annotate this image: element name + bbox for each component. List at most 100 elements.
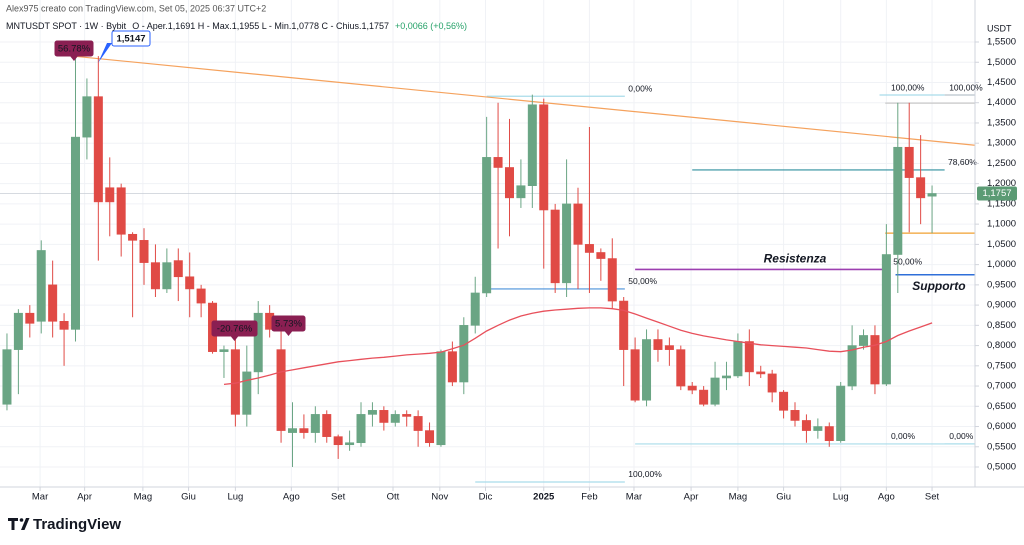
candle-body bbox=[687, 385, 697, 391]
y-tick-label: 0,7500 bbox=[987, 360, 1016, 371]
callout-label: -20.76% bbox=[217, 324, 253, 335]
x-tick-label: Apr bbox=[684, 492, 699, 503]
candle-body bbox=[482, 157, 492, 294]
candle-body bbox=[219, 349, 229, 352]
level-label: 50,00% bbox=[893, 257, 922, 267]
y-tick-label: 1,3000 bbox=[987, 138, 1016, 149]
candle-body bbox=[767, 373, 777, 393]
candle-body bbox=[859, 335, 869, 346]
logo-icon bbox=[8, 518, 30, 530]
x-tick-label: Lug bbox=[833, 492, 849, 503]
x-tick-label: Set bbox=[925, 492, 940, 503]
candle-body bbox=[242, 371, 252, 415]
ohlc: O - Aper.1,1691 H - Max.1,1955 L - Min.1… bbox=[132, 21, 389, 31]
y-tick-label: 0,5000 bbox=[987, 462, 1016, 473]
candle-body bbox=[345, 442, 355, 446]
candle-body bbox=[2, 349, 12, 405]
candle-body bbox=[916, 177, 926, 199]
candle-body bbox=[333, 436, 343, 446]
y-tick-label: 1,3500 bbox=[987, 117, 1016, 128]
y-tick-label: 1,0500 bbox=[987, 239, 1016, 250]
candle-body bbox=[356, 414, 366, 444]
x-tick-label: Ago bbox=[878, 492, 895, 503]
level-label: 0,00% bbox=[628, 84, 653, 94]
candle-body bbox=[893, 146, 903, 255]
candle-body bbox=[379, 410, 389, 423]
candle-body bbox=[642, 339, 652, 401]
candle-body bbox=[447, 351, 457, 383]
y-tick-label: 1,5500 bbox=[987, 37, 1016, 48]
y-tick-label: 1,1000 bbox=[987, 219, 1016, 230]
candle-body bbox=[824, 426, 834, 441]
candle-body bbox=[310, 414, 320, 433]
candle-body bbox=[150, 262, 160, 290]
candle-body bbox=[139, 240, 149, 263]
candle-body bbox=[904, 146, 914, 178]
candle-body bbox=[619, 300, 629, 350]
candle-body bbox=[93, 96, 103, 203]
candle-body bbox=[367, 410, 377, 415]
candle-body bbox=[562, 203, 572, 284]
candle-body bbox=[779, 391, 789, 411]
candle-body bbox=[59, 320, 69, 330]
y-tick-label: 0,6000 bbox=[987, 421, 1016, 432]
candle-body bbox=[676, 349, 686, 387]
candle-body bbox=[162, 262, 172, 290]
candle-body bbox=[813, 426, 823, 431]
x-tick-label: Mar bbox=[626, 492, 642, 503]
candle-body bbox=[25, 312, 35, 324]
candle-body bbox=[390, 414, 400, 423]
last-price-label: 1,1757 bbox=[982, 188, 1011, 199]
candle-body bbox=[790, 410, 800, 421]
x-tick-label: Ott bbox=[387, 492, 400, 503]
y-tick-label: 0,8500 bbox=[987, 320, 1016, 331]
y-tick-label: 0,9500 bbox=[987, 279, 1016, 290]
x-tick-label: Apr bbox=[77, 492, 92, 503]
candle-body bbox=[584, 244, 594, 253]
candle-body bbox=[596, 252, 606, 259]
x-tick-label: Mag bbox=[134, 492, 152, 503]
candle-body bbox=[436, 351, 446, 446]
callout-box bbox=[111, 30, 151, 47]
candle-body bbox=[470, 292, 480, 326]
candle-body bbox=[504, 167, 514, 199]
candle-body bbox=[173, 260, 183, 278]
candle-body bbox=[402, 414, 412, 417]
x-tick-label: Nov bbox=[431, 492, 448, 503]
candle-body bbox=[322, 414, 332, 437]
last-price-tag bbox=[977, 186, 1017, 201]
candle-body bbox=[756, 371, 766, 375]
candle-body bbox=[82, 96, 92, 138]
callout-label: 5.73% bbox=[275, 319, 302, 330]
y-tick-label: 0,8000 bbox=[987, 340, 1016, 351]
candle-body bbox=[710, 377, 720, 405]
currency: USDT bbox=[987, 23, 1012, 33]
level-label: 100,00% bbox=[891, 82, 925, 92]
level-name: Resistenza bbox=[764, 252, 827, 266]
candle-body bbox=[425, 430, 435, 444]
x-tick-label: Ago bbox=[283, 492, 300, 503]
logo-dot bbox=[19, 518, 24, 522]
y-tick-label: 1,5000 bbox=[987, 57, 1016, 68]
candle-body bbox=[699, 389, 709, 405]
candle-body bbox=[185, 276, 195, 290]
y-tick-label: 1,0000 bbox=[987, 259, 1016, 270]
candle-body bbox=[801, 420, 811, 431]
candle-body bbox=[287, 428, 297, 433]
x-tick-label: Lug bbox=[227, 492, 243, 503]
y-tick-label: 0,7000 bbox=[987, 381, 1016, 392]
x-tick-label: Feb bbox=[581, 492, 597, 503]
candle-body bbox=[36, 250, 46, 322]
candle-body bbox=[664, 345, 674, 350]
callout-pointer bbox=[284, 331, 293, 336]
candle-body bbox=[881, 254, 891, 385]
y-tick-label: 1,4000 bbox=[987, 97, 1016, 108]
level-label: 100,00% bbox=[628, 469, 662, 479]
candle-body bbox=[196, 288, 206, 304]
candle-body bbox=[744, 341, 754, 373]
callout-pointer bbox=[230, 336, 239, 341]
candle-body bbox=[607, 258, 617, 302]
tradingview-logo: TradingView bbox=[8, 516, 121, 533]
logo-text: TradingView bbox=[33, 516, 121, 533]
